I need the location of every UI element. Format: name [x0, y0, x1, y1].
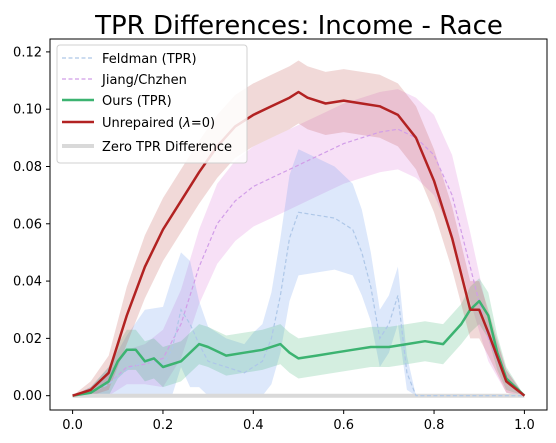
x-tick-label: 1.0	[514, 418, 535, 433]
legend-label-unrepaired: Unrepaired (λ=0)	[102, 116, 215, 131]
band-unrepaired-0	[72, 60, 525, 396]
legend-unrepaired-suffix: =0)	[191, 116, 215, 131]
chart-title: TPR Differences: Income - Race	[94, 11, 503, 41]
line-feldman-tpr	[72, 211, 525, 397]
plot-frame	[49, 38, 548, 411]
line-unrepaired-0	[72, 90, 526, 397]
y-axis: 0.00 0.02 0.04 0.06 0.08 0.10 0.12	[13, 45, 50, 404]
legend-unrepaired-prefix: Unrepaired (	[102, 116, 183, 131]
confidence-bands	[72, 60, 525, 396]
series-lines	[72, 90, 526, 398]
line-ours-tpr	[72, 299, 526, 397]
band-jiang-chzhen	[72, 89, 525, 396]
x-tick-label: 0.0	[62, 418, 83, 433]
y-tick-label: 0.04	[13, 275, 42, 290]
y-tick-label: 0.00	[13, 389, 42, 404]
legend-unrepaired-lambda: λ	[182, 116, 191, 131]
band-ours-tpr	[72, 278, 525, 396]
x-axis: 0.0 0.2 0.4 0.6 0.8 1.0	[62, 410, 535, 433]
legend: Feldman (TPR) Jiang/Chzhen Ours (TPR) Un…	[56, 44, 248, 164]
y-tick-label: 0.10	[13, 103, 42, 118]
x-tick-label: 0.8	[424, 418, 445, 433]
y-tick-label: 0.12	[13, 45, 42, 60]
y-tick-label: 0.06	[13, 217, 42, 232]
x-tick-label: 0.4	[243, 418, 264, 433]
x-tick-label: 0.2	[153, 418, 174, 433]
legend-label-feldman: Feldman (TPR)	[102, 52, 197, 67]
y-tick-label: 0.02	[13, 332, 42, 347]
line-jiang-chzhen	[72, 128, 525, 397]
x-tick-label: 0.6	[333, 418, 354, 433]
legend-label-jiang: Jiang/Chzhen	[101, 73, 187, 88]
y-tick-label: 0.08	[13, 160, 42, 175]
legend-label-ours: Ours (TPR)	[102, 94, 172, 109]
legend-label-zero: Zero TPR Difference	[102, 140, 232, 155]
band-feldman-tpr	[72, 149, 525, 396]
legend-box	[56, 44, 248, 164]
